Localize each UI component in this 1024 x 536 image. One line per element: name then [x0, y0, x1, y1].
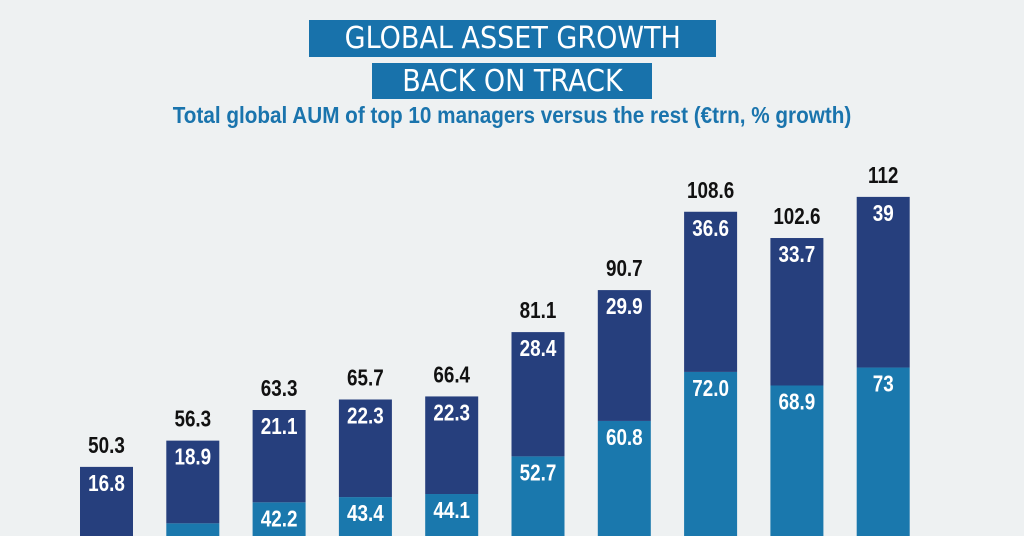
subtitle-text: Total global AUM of top 10 managers vers…: [172, 102, 852, 128]
bar-total-label: 81.1: [520, 298, 557, 323]
bar-label-rest: 60.8: [606, 425, 643, 450]
bar-rest: [511, 456, 565, 536]
bar-top10: [597, 290, 651, 421]
bar-label-rest: 73: [873, 372, 894, 397]
bar-label-top10: 28.4: [520, 336, 557, 361]
bar-rest: [684, 371, 738, 536]
bar-top10: [252, 409, 306, 503]
bar-top10: [338, 399, 392, 498]
bar-total-label: 50.3: [88, 433, 125, 458]
bar-rest: [597, 420, 651, 536]
bar-label-top10: 39: [873, 201, 894, 226]
bar-rest: [425, 494, 479, 536]
bar-label-top10: 16.8: [88, 471, 125, 496]
bar-rest: [770, 385, 824, 536]
bar-rest: [338, 497, 392, 536]
bar-label-top10: 36.6: [692, 216, 729, 241]
bar-label-top10: 18.9: [174, 445, 211, 470]
bar-label-rest: 52.7: [520, 461, 557, 486]
bar-total-label: 108.6: [687, 178, 734, 203]
bar-label-rest: 42.2: [261, 507, 298, 532]
title-line-1: GLOBAL ASSET GROWTH: [309, 20, 716, 57]
bar-total-label: 65.7: [347, 366, 384, 391]
bar-label-top10: 29.9: [606, 294, 643, 319]
bar-top10: [425, 396, 479, 495]
bar-total-label: 90.7: [606, 256, 643, 281]
bar-top10: [511, 332, 565, 457]
bar-label-top10: 21.1: [261, 414, 298, 439]
bar-label-top10: 33.7: [779, 242, 816, 267]
bar-total-label: 63.3: [261, 376, 298, 401]
subtitle: Total global AUM of top 10 managers vers…: [0, 102, 1024, 129]
bar-rest: [166, 523, 220, 536]
bar-label-top10: 22.3: [433, 401, 470, 426]
title-line-1-text: GLOBAL ASSET GROWTH: [344, 21, 681, 56]
bar-top10: [856, 196, 910, 368]
title-line-2-text: BACK ON TRACK: [401, 64, 623, 99]
bar-top10: [770, 238, 824, 386]
bar-total-label: 66.4: [433, 363, 470, 388]
bar-label-top10: 22.3: [347, 404, 384, 429]
bar-label-rest: 43.4: [347, 501, 384, 526]
bar-rest: [252, 502, 306, 536]
title-line-2: BACK ON TRACK: [372, 63, 652, 99]
bar-label-rest: 72.0: [692, 376, 729, 401]
bar-top10: [684, 211, 738, 372]
bar-rest: [856, 367, 910, 536]
bar-top10: [80, 466, 133, 536]
bar-label-rest: 44.1: [433, 498, 470, 523]
bar-total-label: 112: [868, 163, 898, 188]
bar-label-rest: 68.9: [779, 390, 816, 415]
bar-total-label: 56.3: [174, 407, 211, 432]
bar-total-label: 102.6: [773, 204, 820, 229]
bar-top10: [166, 440, 220, 524]
